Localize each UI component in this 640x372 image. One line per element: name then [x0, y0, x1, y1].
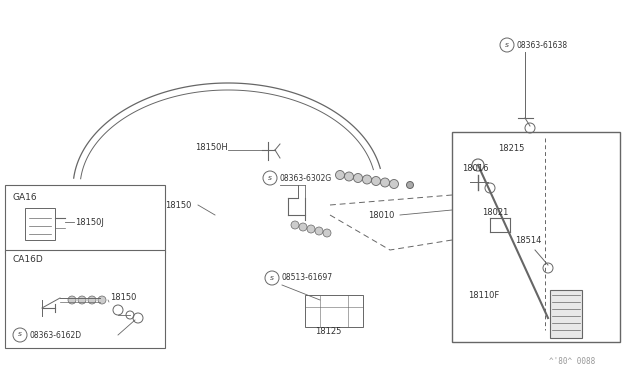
Circle shape — [381, 178, 390, 187]
Circle shape — [265, 271, 279, 285]
Text: S: S — [505, 42, 509, 48]
Text: 18150J: 18150J — [75, 218, 104, 227]
Text: 08363-6162D: 08363-6162D — [29, 330, 81, 340]
Text: 18514: 18514 — [515, 235, 541, 244]
Text: 18110F: 18110F — [468, 291, 499, 299]
Circle shape — [344, 172, 353, 181]
Text: 18150H: 18150H — [195, 142, 228, 151]
Text: 08513-61697: 08513-61697 — [282, 273, 333, 282]
Circle shape — [13, 328, 27, 342]
Text: 18125: 18125 — [315, 327, 341, 337]
Circle shape — [88, 296, 96, 304]
Text: 08363-61638: 08363-61638 — [517, 41, 568, 49]
Circle shape — [98, 296, 106, 304]
Circle shape — [291, 221, 299, 229]
Bar — [25, 208, 55, 240]
Circle shape — [335, 170, 344, 180]
Circle shape — [390, 180, 399, 189]
Bar — [305, 295, 363, 327]
Circle shape — [406, 182, 413, 189]
Circle shape — [371, 176, 381, 186]
Text: 18021: 18021 — [482, 208, 508, 217]
Circle shape — [500, 38, 514, 52]
Circle shape — [362, 175, 371, 184]
Text: S: S — [268, 176, 272, 180]
Text: CA16D: CA16D — [12, 256, 43, 264]
Circle shape — [323, 229, 331, 237]
Circle shape — [299, 223, 307, 231]
Bar — [452, 132, 620, 342]
Bar — [550, 290, 582, 338]
Circle shape — [353, 173, 362, 183]
Text: 18016: 18016 — [462, 164, 488, 173]
Circle shape — [307, 225, 315, 233]
Text: S: S — [270, 276, 274, 280]
Circle shape — [78, 296, 86, 304]
Text: ^'80^ 0088: ^'80^ 0088 — [549, 357, 595, 366]
Text: GA16: GA16 — [12, 192, 36, 202]
Circle shape — [315, 227, 323, 235]
Text: 18150: 18150 — [110, 294, 136, 302]
Text: 18010: 18010 — [368, 211, 394, 219]
Text: 18150: 18150 — [165, 201, 191, 209]
Text: S: S — [18, 333, 22, 337]
Bar — [5, 185, 165, 253]
Text: 18215: 18215 — [498, 144, 524, 153]
Circle shape — [263, 171, 277, 185]
Text: 08363-6302G: 08363-6302G — [280, 173, 332, 183]
Bar — [5, 250, 165, 348]
Circle shape — [68, 296, 76, 304]
